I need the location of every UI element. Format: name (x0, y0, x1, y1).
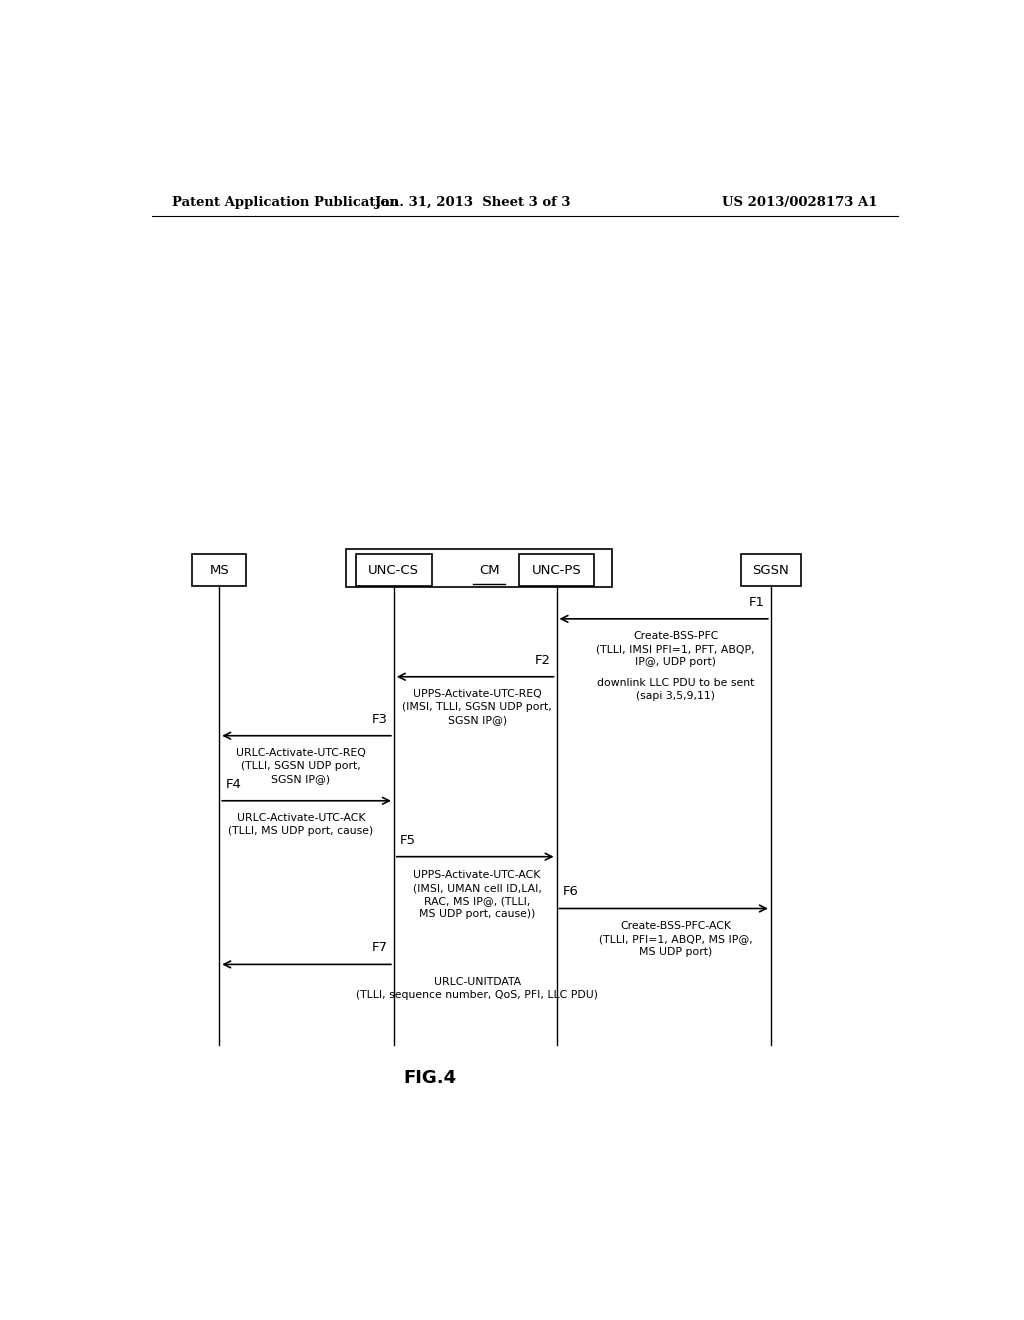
Text: F2: F2 (535, 653, 550, 667)
Text: UNC-PS: UNC-PS (531, 564, 582, 577)
Text: F7: F7 (372, 941, 387, 954)
Text: UNC-CS: UNC-CS (369, 564, 420, 577)
Text: F3: F3 (372, 713, 387, 726)
Text: URLC-UNITDATA
(TLLI, sequence number, QoS, PFI, LLC PDU): URLC-UNITDATA (TLLI, sequence number, Qo… (356, 977, 598, 999)
Text: F1: F1 (749, 595, 765, 609)
Text: Create-BSS-PFC
(TLLI, IMSI PFI=1, PFT, ABQP,
IP@, UDP port): Create-BSS-PFC (TLLI, IMSI PFI=1, PFT, A… (596, 631, 755, 668)
Text: F4: F4 (225, 777, 242, 791)
Text: Jan. 31, 2013  Sheet 3 of 3: Jan. 31, 2013 Sheet 3 of 3 (376, 195, 571, 209)
Text: UPPS-Activate-UTC-REQ
(IMSI, TLLI, SGSN UDP port,
SGSN IP@): UPPS-Activate-UTC-REQ (IMSI, TLLI, SGSN … (402, 689, 552, 726)
Bar (519, 554, 594, 586)
Text: MS: MS (209, 564, 229, 577)
Text: FIG.4: FIG.4 (403, 1069, 456, 1088)
Text: F6: F6 (563, 886, 579, 899)
Bar (193, 554, 246, 586)
Bar (346, 549, 612, 587)
Text: Patent Application Publication: Patent Application Publication (172, 195, 398, 209)
Bar (356, 554, 431, 586)
Text: SGSN: SGSN (753, 564, 790, 577)
Text: F5: F5 (400, 833, 416, 846)
Text: downlink LLC PDU to be sent
(sapi 3,5,9,11): downlink LLC PDU to be sent (sapi 3,5,9,… (597, 677, 755, 701)
Text: URLC-Activate-UTC-REQ
(TLLI, SGSN UDP port,
SGSN IP@): URLC-Activate-UTC-REQ (TLLI, SGSN UDP po… (237, 748, 366, 784)
Text: URLC-Activate-UTC-ACK
(TLLI, MS UDP port, cause): URLC-Activate-UTC-ACK (TLLI, MS UDP port… (228, 813, 374, 836)
Text: UPPS-Activate-UTC-ACK
(IMSI, UMAN cell ID,LAI,
RAC, MS IP@, (TLLI,
MS UDP port, : UPPS-Activate-UTC-ACK (IMSI, UMAN cell I… (413, 870, 542, 920)
Text: Create-BSS-PFC-ACK
(TLLI, PFI=1, ABQP, MS IP@,
MS UDP port): Create-BSS-PFC-ACK (TLLI, PFI=1, ABQP, M… (599, 921, 753, 957)
Bar (741, 554, 801, 586)
Text: CM: CM (479, 564, 500, 577)
Text: US 2013/0028173 A1: US 2013/0028173 A1 (723, 195, 878, 209)
